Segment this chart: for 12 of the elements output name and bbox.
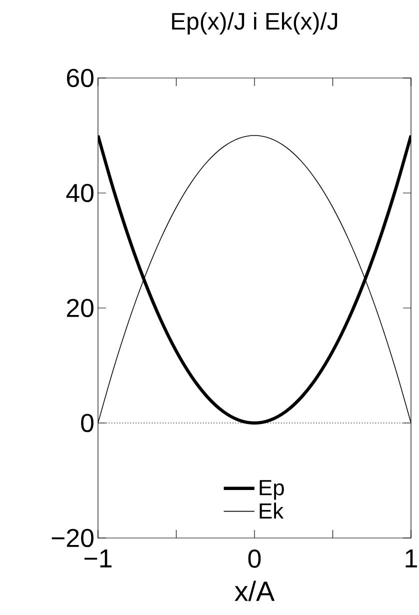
chart-title: Ep(x)/J i Ek(x)/J bbox=[172, 12, 338, 35]
x-tick-label: 0 bbox=[248, 550, 261, 568]
y-tick-label: 40 bbox=[66, 184, 94, 202]
x-tick-label: −1 bbox=[84, 550, 112, 568]
legend-label: Ep bbox=[260, 480, 284, 500]
x-tick-label: 1 bbox=[406, 550, 417, 568]
y-tick-label: 0 bbox=[81, 414, 94, 432]
x-axis-title: x/A bbox=[234, 580, 275, 602]
y-tick-label: −20 bbox=[52, 528, 94, 548]
legend-label: Ek bbox=[260, 502, 284, 519]
y-tick-label: 20 bbox=[66, 298, 94, 318]
y-tick-label: 60 bbox=[66, 68, 94, 88]
